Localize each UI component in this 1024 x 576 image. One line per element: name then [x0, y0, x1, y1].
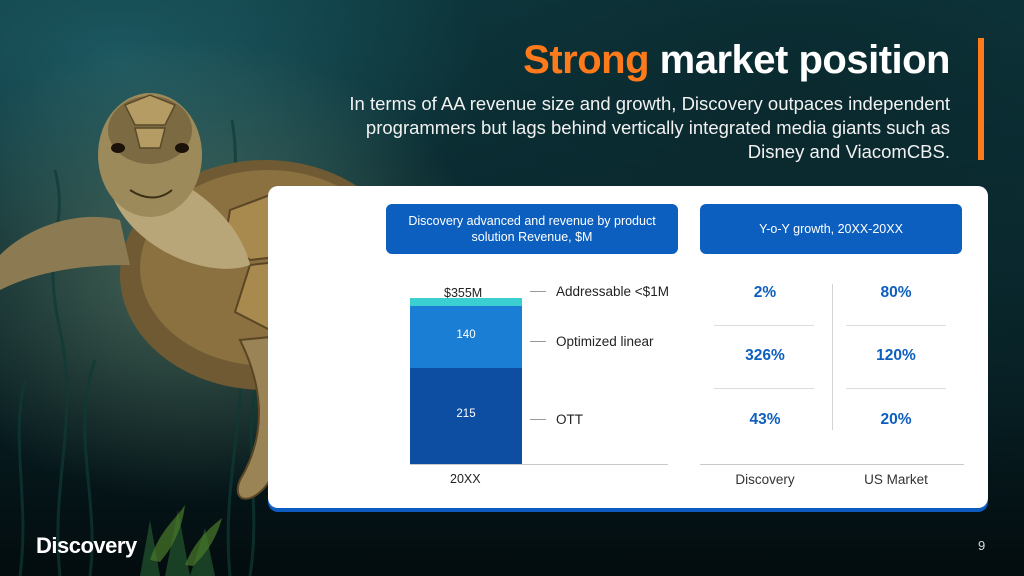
slide-title: Strong market position: [523, 38, 950, 83]
bar-segment-ott: 215: [410, 368, 522, 464]
legend-dash: [530, 341, 546, 342]
legend-optimized-linear: Optimized linear: [530, 334, 654, 349]
row-divider: [846, 325, 946, 326]
growth-us-market-row2: 120%: [876, 347, 916, 364]
legend-ott-label: OTT: [556, 412, 583, 427]
discovery-logo: Discovery: [36, 533, 137, 558]
bar-total-label: $355M: [444, 286, 483, 300]
slide-subtitle: In terms of AA revenue size and growth, …: [349, 93, 950, 162]
row-divider: [714, 325, 814, 326]
right-panel-header: Y-o-Y growth, 20XX-20XX: [700, 204, 962, 254]
page-number: 9: [978, 538, 986, 553]
column-divider: [832, 284, 833, 430]
bar-segment-ott-label: 215: [456, 408, 476, 421]
growth-us-market-row1: 80%: [880, 284, 912, 301]
bar-segment-optimized-linear: 140: [410, 306, 522, 369]
column-label-us-market: US Market: [864, 472, 928, 487]
data-panel: Discovery advanced and revenue by produc…: [268, 186, 988, 508]
column-label-discovery: Discovery: [735, 472, 795, 487]
legend-optimized-linear-label: Optimized linear: [556, 334, 654, 349]
growth-discovery-row3: 43%: [749, 411, 781, 428]
growth-discovery-row1: 2%: [753, 284, 777, 301]
bar-segment-optimized-linear-label: 140: [456, 329, 476, 342]
legend-addressable: Addressable <$1M: [530, 284, 669, 299]
legend-ott: OTT: [530, 412, 583, 427]
row-divider: [714, 388, 814, 389]
bar-segment-addressable: [410, 298, 522, 306]
chart-baseline: [410, 464, 668, 465]
growth-us-market-row3: 20%: [880, 411, 912, 428]
legend-dash: [530, 419, 546, 420]
grid-baseline: [700, 464, 964, 465]
left-panel-header: Discovery advanced and revenue by produc…: [386, 204, 678, 254]
x-axis-label: 20XX: [450, 472, 481, 486]
title-accent: Strong: [523, 38, 650, 82]
title-rest: market position: [659, 38, 951, 82]
legend-addressable-label: Addressable <$1M: [556, 284, 669, 299]
growth-discovery-row2: 326%: [745, 347, 785, 364]
row-divider: [846, 388, 946, 389]
accent-bar: [978, 38, 984, 160]
legend-dash: [530, 291, 546, 292]
